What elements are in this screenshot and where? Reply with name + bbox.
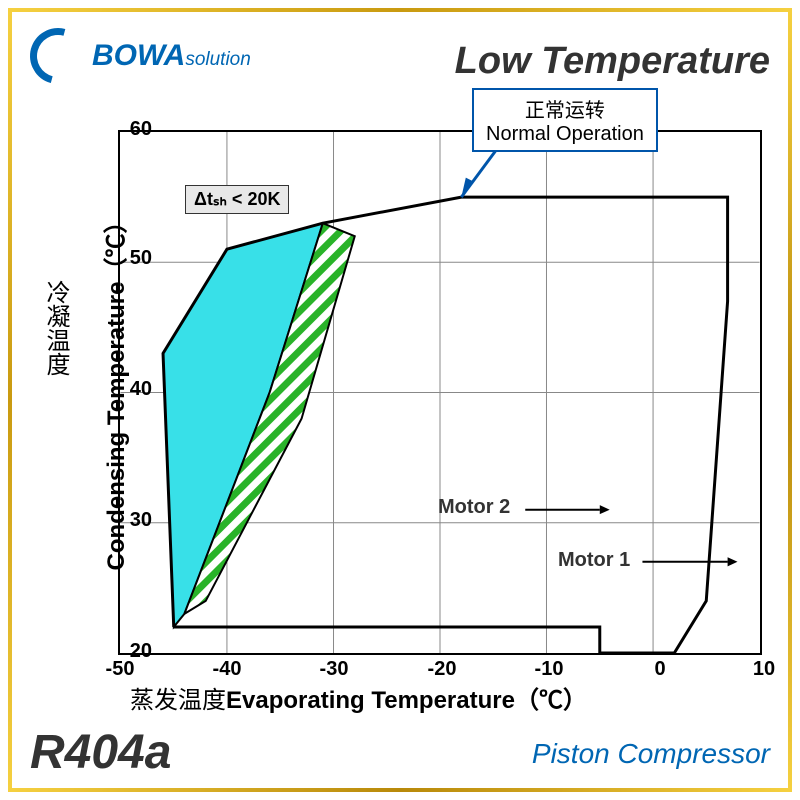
x-tick: -30 [314, 658, 354, 681]
delta-tsh-label: Δtₛₕ < 20K [185, 185, 289, 214]
y-axis-label-en: Condensing Temperature（℃） [96, 190, 131, 590]
callout-en: Normal Operation [486, 123, 644, 146]
x-tick: -40 [207, 658, 247, 681]
motor1-label: Motor 1 [558, 549, 630, 572]
motor2-label: Motor 2 [438, 496, 510, 519]
y-tick: 60 [116, 118, 152, 141]
x-tick: 0 [640, 658, 680, 681]
y-axis-label-cn: 冷凝温度 [38, 280, 73, 376]
x-tick: 10 [744, 658, 784, 681]
logo-arc-icon [20, 18, 96, 94]
callout-cn: 正常运转 [486, 94, 644, 123]
normal-operation-callout: 正常运转 Normal Operation [472, 88, 658, 152]
x-tick: -50 [100, 658, 140, 681]
refrigerant-label: R404a [30, 725, 171, 780]
compressor-type-label: Piston Compressor [532, 738, 770, 770]
brand-name: BOWAsolution [92, 39, 251, 73]
x-tick: -10 [529, 658, 569, 681]
x-tick: -20 [422, 658, 462, 681]
x-axis-label: 蒸发温度Evaporating Temperature（℃） [130, 680, 587, 715]
chart-title: Low Temperature [455, 40, 770, 83]
brand-logo: BOWAsolution [30, 28, 251, 84]
